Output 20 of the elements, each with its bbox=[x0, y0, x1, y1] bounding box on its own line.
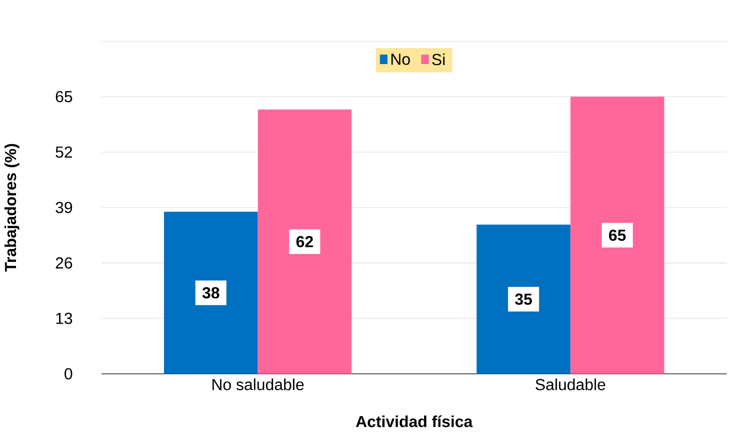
data-label: 65 bbox=[609, 230, 626, 241]
y-axis-title: Trabajadores (%) bbox=[4, 144, 20, 272]
x-tick-label: Saludable bbox=[536, 378, 606, 390]
bar bbox=[258, 109, 352, 374]
x-axis-title: Actividad física bbox=[356, 415, 473, 428]
y-tick-label: 13 bbox=[56, 312, 72, 324]
bar bbox=[476, 224, 570, 374]
data-label: 62 bbox=[296, 236, 313, 248]
y-tick-label: 65 bbox=[56, 91, 72, 102]
y-tick-label: 26 bbox=[56, 257, 72, 269]
y-tick-label: 0 bbox=[64, 368, 72, 380]
legend-label: No bbox=[391, 54, 410, 65]
legend-label: Si bbox=[432, 53, 445, 66]
data-label: 35 bbox=[515, 294, 532, 305]
y-tick-label: 52 bbox=[56, 146, 72, 158]
bar bbox=[570, 96, 664, 374]
data-label: 38 bbox=[202, 287, 220, 298]
y-tick-label: 39 bbox=[56, 202, 72, 214]
x-tick-label: No saludable bbox=[212, 378, 304, 390]
bar bbox=[164, 212, 258, 374]
